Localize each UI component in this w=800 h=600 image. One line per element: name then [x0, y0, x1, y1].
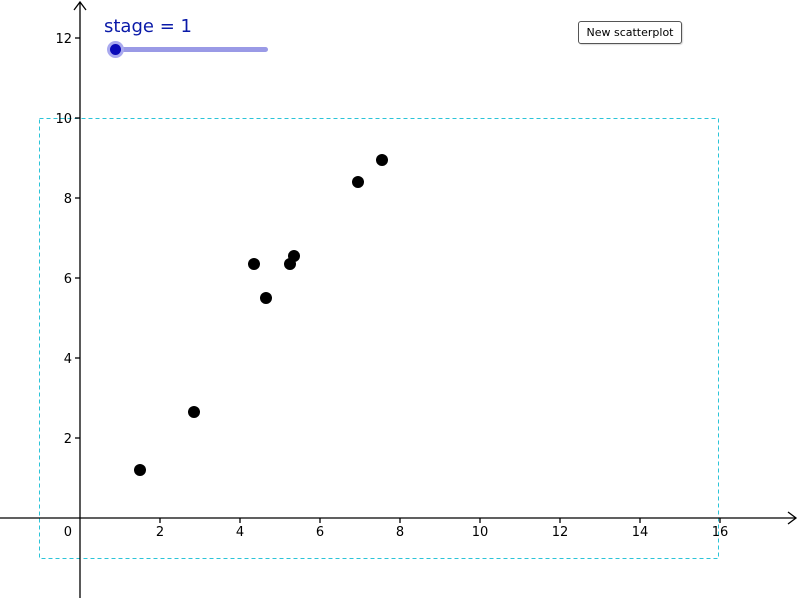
- data-point-7[interactable]: [352, 176, 364, 188]
- data-point-4[interactable]: [260, 292, 272, 304]
- data-point-2[interactable]: [188, 406, 200, 418]
- x-tick-label: 16: [712, 525, 729, 540]
- data-point-3[interactable]: [248, 258, 260, 270]
- data-point-8[interactable]: [376, 154, 388, 166]
- y-tick-label: 2: [64, 432, 72, 447]
- x-tick-label: 14: [632, 525, 649, 540]
- stage-slider-label: stage = 1: [104, 16, 192, 37]
- y-axis-arrow: [73, 0, 87, 11]
- x-tick-label: 2: [156, 525, 164, 540]
- stage-slider-knob[interactable]: [107, 41, 124, 58]
- points-layer: [134, 154, 388, 476]
- y-tick-label: 6: [64, 272, 72, 287]
- stage-slider-track[interactable]: [116, 47, 268, 52]
- y-tick-label: 12: [55, 32, 72, 47]
- y-tick-label: 10: [55, 112, 72, 127]
- x-tick-label: 6: [316, 525, 324, 540]
- x-axis-arrow: [787, 511, 798, 525]
- dashed-frame: [39, 118, 719, 559]
- x-tick-label: 12: [552, 525, 569, 540]
- frame-layer: [39, 118, 719, 559]
- x-tick-label: 4: [236, 525, 244, 540]
- y-tick-label: 8: [64, 192, 72, 207]
- x-tick-label: 10: [472, 525, 489, 540]
- new-scatterplot-button[interactable]: New scatterplot: [578, 21, 682, 44]
- ticks-layer: 2 4 6 8 10 12 14 16 2 4 6 8 10 12 0: [55, 32, 728, 540]
- x-tick-label: 8: [396, 525, 404, 540]
- y-tick-label: 4: [64, 352, 72, 367]
- data-point-1[interactable]: [134, 464, 146, 476]
- data-point-6[interactable]: [288, 250, 300, 262]
- origin-label: 0: [64, 525, 72, 540]
